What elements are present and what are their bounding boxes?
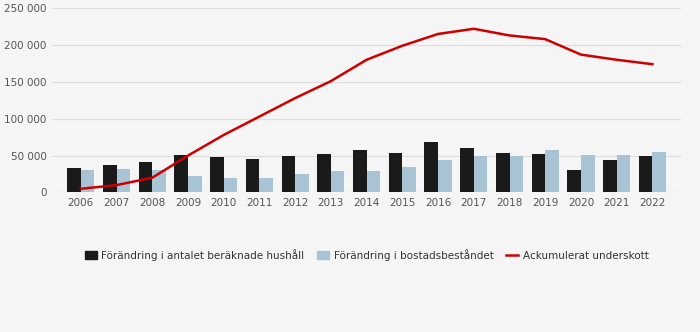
Bar	[331, 171, 344, 193]
Bar	[80, 170, 94, 193]
Bar	[389, 153, 402, 193]
Bar	[510, 156, 523, 193]
Bar	[116, 169, 130, 193]
Bar	[581, 155, 594, 193]
Bar	[260, 178, 273, 193]
Bar	[438, 160, 452, 193]
Bar	[174, 155, 188, 193]
Bar	[639, 156, 652, 193]
Bar	[545, 150, 559, 193]
Bar	[367, 171, 380, 193]
Bar	[603, 160, 617, 193]
Bar	[246, 159, 260, 193]
Bar	[460, 148, 474, 193]
Bar	[210, 157, 224, 193]
Bar	[353, 150, 367, 193]
Bar	[568, 170, 581, 193]
Bar	[295, 174, 309, 193]
Bar	[67, 168, 80, 193]
Bar	[424, 142, 438, 193]
Bar	[652, 152, 666, 193]
Bar	[531, 154, 545, 193]
Bar	[402, 167, 416, 193]
Bar	[317, 154, 331, 193]
Bar	[474, 156, 487, 193]
Bar	[496, 153, 510, 193]
Legend: Förändring i antalet beräknade hushåll, Förändring i bostadsbeståndet, Ackumuler: Förändring i antalet beräknade hushåll, …	[80, 244, 652, 265]
Bar	[281, 156, 295, 193]
Bar	[188, 176, 202, 193]
Bar	[224, 178, 237, 193]
Bar	[103, 165, 116, 193]
Bar	[617, 155, 630, 193]
Bar	[153, 170, 166, 193]
Bar	[139, 162, 153, 193]
